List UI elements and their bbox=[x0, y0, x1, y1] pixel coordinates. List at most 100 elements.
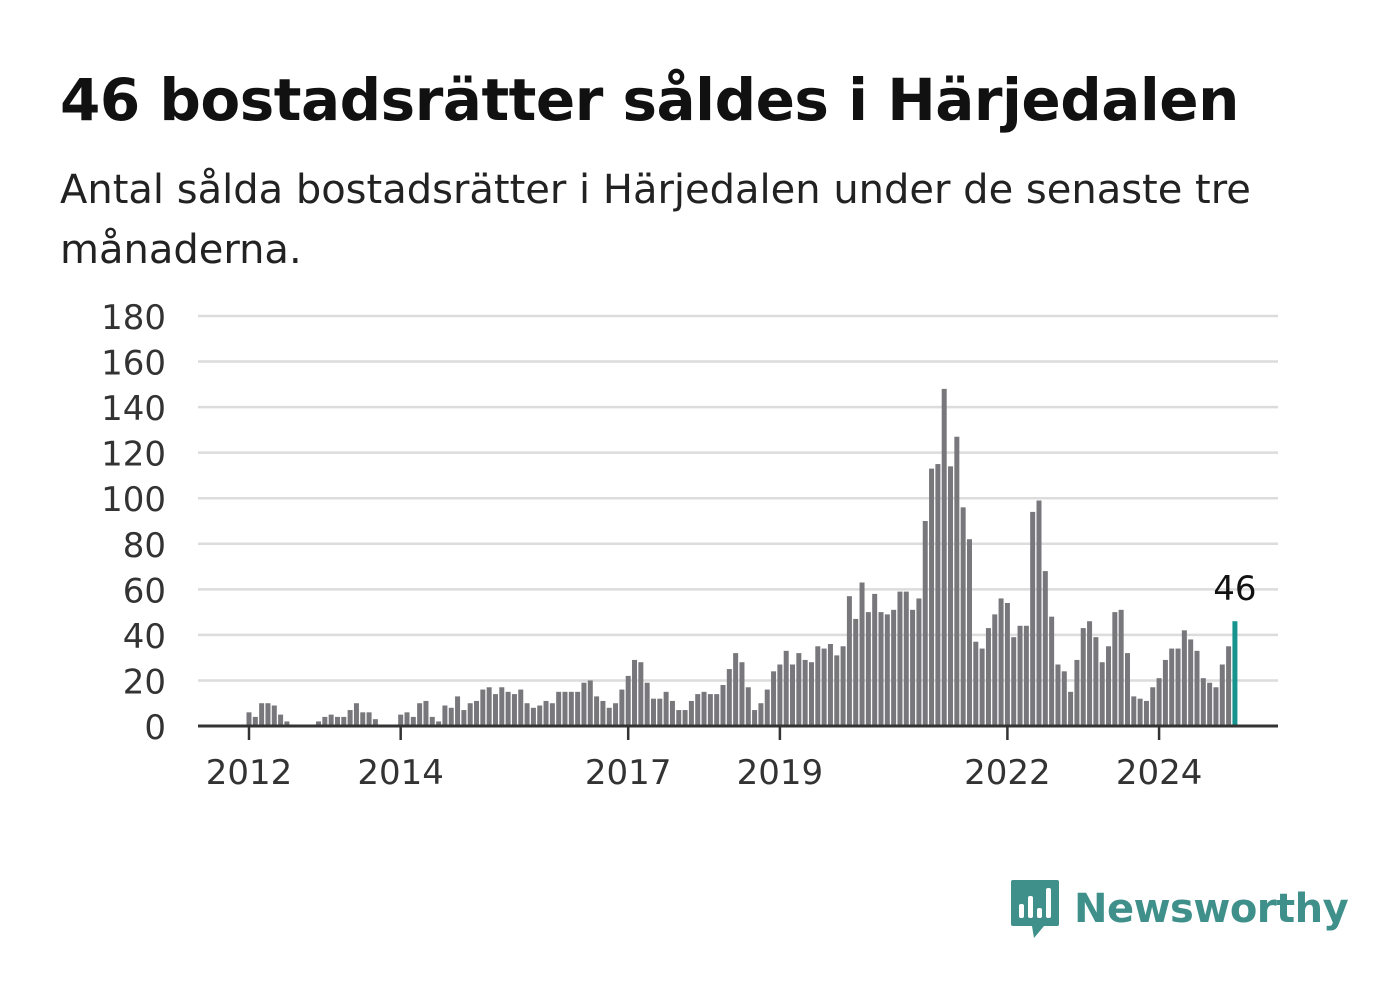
bar bbox=[417, 703, 423, 726]
bar bbox=[581, 682, 587, 726]
bar bbox=[1106, 646, 1112, 726]
bar bbox=[777, 664, 783, 726]
bar bbox=[334, 716, 340, 726]
bar bbox=[872, 593, 878, 726]
bar bbox=[1004, 603, 1010, 726]
bar bbox=[650, 698, 656, 726]
bar bbox=[1137, 698, 1143, 726]
bar bbox=[1074, 659, 1080, 726]
bar bbox=[682, 710, 688, 726]
y-tick-label: 80 bbox=[123, 526, 166, 566]
bar bbox=[745, 687, 751, 726]
bar bbox=[929, 468, 935, 726]
y-axis-ticks: 0 20 40 60 80 100 120 140 160 180 bbox=[101, 298, 166, 748]
y-tick-label: 20 bbox=[123, 662, 166, 702]
x-tick-label: 2019 bbox=[737, 753, 824, 793]
bar bbox=[771, 671, 777, 726]
bar bbox=[783, 650, 789, 726]
bar bbox=[316, 721, 322, 726]
bar bbox=[455, 696, 461, 726]
bar bbox=[347, 710, 353, 726]
bar bbox=[410, 716, 416, 726]
bar bbox=[436, 721, 442, 726]
bar bbox=[966, 539, 972, 726]
bar bbox=[265, 703, 271, 726]
bar bbox=[1023, 625, 1029, 726]
bar bbox=[606, 707, 612, 726]
brand-name: Newsworthy bbox=[1074, 886, 1349, 932]
bar bbox=[480, 689, 486, 726]
bar bbox=[1143, 700, 1149, 726]
bar bbox=[1156, 678, 1162, 726]
bar bbox=[688, 700, 694, 726]
bar bbox=[1042, 571, 1048, 726]
bar bbox=[556, 691, 562, 726]
y-tick-label: 40 bbox=[123, 617, 166, 657]
bar bbox=[537, 705, 543, 726]
bar bbox=[341, 716, 347, 726]
bar bbox=[676, 710, 682, 726]
bar bbox=[360, 712, 366, 726]
bar bbox=[827, 644, 833, 726]
bar bbox=[353, 703, 359, 726]
bar bbox=[998, 598, 1004, 726]
bar bbox=[815, 646, 821, 726]
bar bbox=[992, 614, 998, 726]
bar bbox=[474, 700, 480, 726]
bar bbox=[644, 682, 650, 726]
newsworthy-logo-icon bbox=[1011, 880, 1059, 938]
bar bbox=[619, 689, 625, 726]
bar bbox=[328, 714, 334, 726]
bar bbox=[568, 691, 574, 726]
bar bbox=[1226, 646, 1232, 726]
bar bbox=[252, 716, 258, 726]
bar bbox=[278, 714, 284, 726]
bar bbox=[613, 703, 619, 726]
bar bbox=[461, 710, 467, 726]
highlight-value-label: 46 bbox=[1213, 569, 1256, 609]
highlight-bar bbox=[1232, 621, 1238, 726]
x-tick-label: 2022 bbox=[964, 753, 1051, 793]
bar bbox=[1188, 639, 1194, 726]
bar bbox=[853, 618, 859, 726]
chart-subtitle: Antal sålda bostadsrätter i Härjedalen u… bbox=[60, 167, 1251, 273]
bar bbox=[859, 582, 865, 726]
y-tick-label: 120 bbox=[101, 435, 166, 475]
bar bbox=[669, 700, 675, 726]
bar bbox=[897, 591, 903, 726]
bar bbox=[1219, 664, 1225, 726]
bar bbox=[1194, 650, 1200, 726]
x-tick-label: 2024 bbox=[1116, 753, 1203, 793]
bar bbox=[808, 662, 814, 726]
bar bbox=[1213, 687, 1219, 726]
bar bbox=[720, 685, 726, 726]
bar bbox=[372, 719, 378, 726]
bar bbox=[878, 612, 884, 726]
bar bbox=[499, 687, 505, 726]
bar bbox=[366, 712, 372, 726]
bar bbox=[758, 703, 764, 726]
bar bbox=[511, 694, 517, 726]
bar bbox=[979, 648, 985, 726]
bar bbox=[442, 705, 448, 726]
y-tick-label: 160 bbox=[101, 344, 166, 384]
bar bbox=[1124, 653, 1130, 726]
brand: Newsworthy bbox=[1010, 878, 1349, 940]
bar bbox=[1011, 637, 1017, 726]
y-tick-label: 0 bbox=[144, 708, 166, 748]
bar bbox=[726, 669, 732, 726]
bar bbox=[1036, 500, 1042, 726]
bar bbox=[1200, 678, 1206, 726]
bar bbox=[764, 689, 770, 726]
bar bbox=[284, 721, 290, 726]
bar bbox=[1150, 687, 1156, 726]
bar bbox=[518, 689, 524, 726]
bar bbox=[549, 703, 555, 726]
bar bbox=[543, 700, 549, 726]
bar bbox=[840, 646, 846, 726]
bar bbox=[1068, 691, 1074, 726]
bar bbox=[790, 664, 796, 726]
bar bbox=[1112, 612, 1118, 726]
bar bbox=[530, 707, 536, 726]
